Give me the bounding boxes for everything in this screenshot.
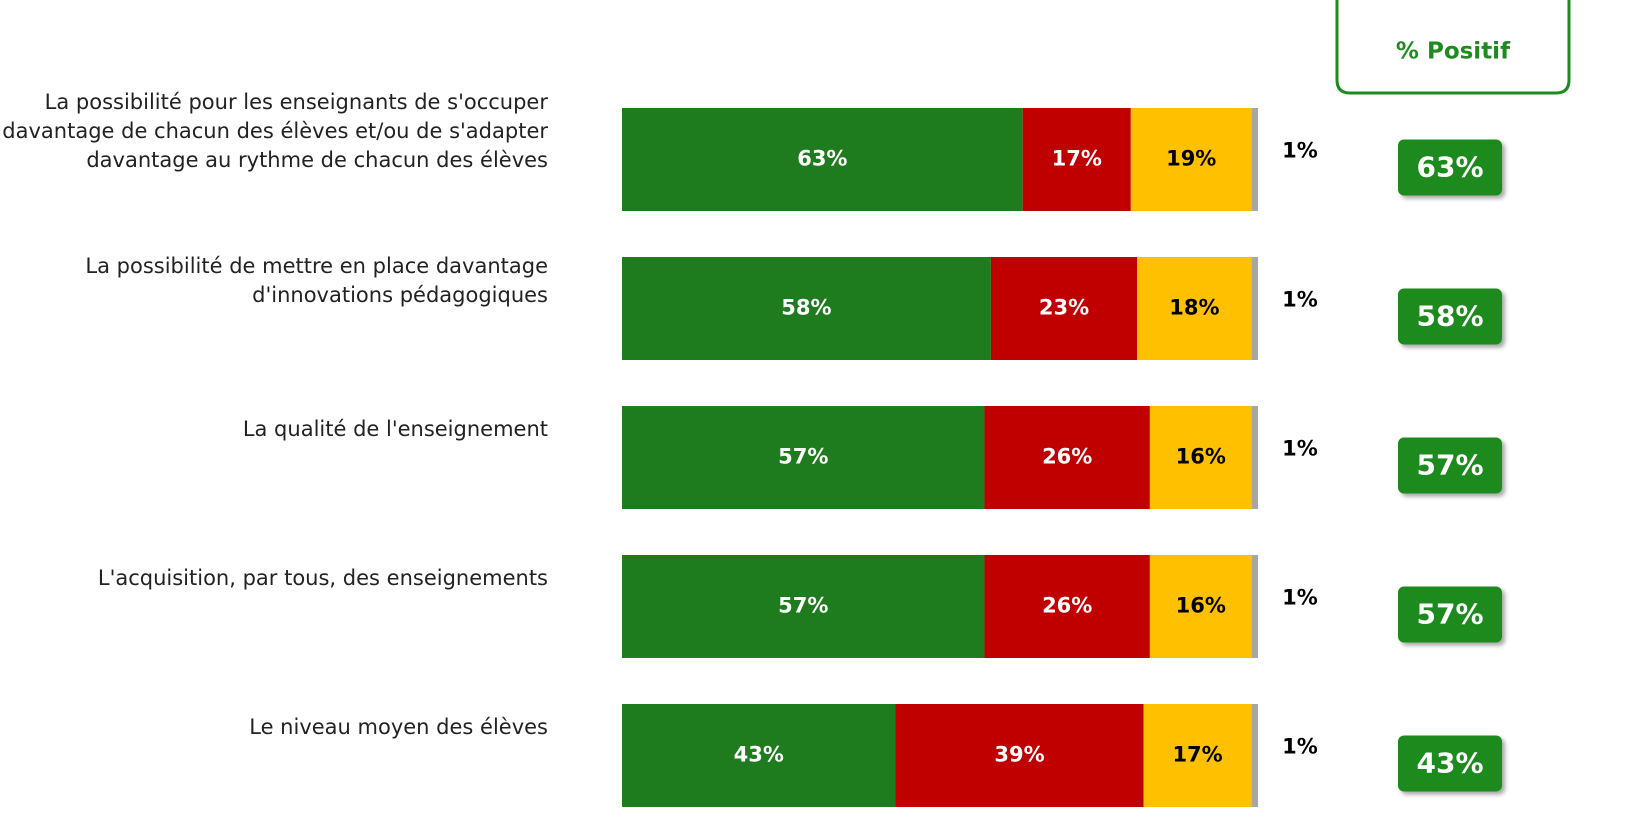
positive-header: % Positif: [1396, 39, 1511, 65]
value-label: 16%: [1176, 445, 1226, 469]
bar-segment: [895, 704, 1144, 807]
value-label: 1%: [1282, 437, 1318, 461]
bar-segment: [1022, 108, 1131, 211]
positive-box: [1398, 437, 1502, 494]
value-label: 57%: [778, 594, 828, 618]
category-label: L'acquisition, par tous, des enseignemen…: [97, 566, 548, 590]
value-label: 63%: [797, 147, 847, 171]
positive-value: 58%: [1416, 300, 1483, 333]
bar-segment: [1149, 406, 1252, 509]
value-label: 18%: [1169, 296, 1219, 320]
bar-segment: [984, 555, 1150, 658]
value-label: 1%: [1282, 735, 1318, 759]
category-label: La possibilité pour les enseignants de s…: [2, 90, 548, 172]
bar-segment: [1130, 108, 1252, 211]
positive-value: 57%: [1416, 598, 1483, 631]
positive-value: 43%: [1416, 747, 1483, 780]
value-label: 57%: [778, 445, 828, 469]
category-label: La possibilité de mettre en place davant…: [85, 253, 548, 307]
bar-segment: [622, 108, 1023, 211]
value-label: 17%: [1172, 743, 1222, 767]
bar-segment: [1251, 406, 1258, 509]
positive-header-box: [1335, 0, 1571, 95]
value-label: 39%: [994, 743, 1044, 767]
bar-segment: [622, 555, 985, 658]
value-label: 19%: [1166, 147, 1216, 171]
bar-segment: [1137, 257, 1252, 360]
bar-segment: [1251, 108, 1258, 211]
value-label: 43%: [734, 743, 784, 767]
bar-segment: [1251, 704, 1258, 807]
positive-box: [1398, 586, 1502, 643]
positive-value: 63%: [1416, 151, 1483, 184]
positive-box: [1398, 288, 1502, 345]
category-label: Le niveau moyen des élèves: [249, 715, 548, 739]
value-label: 58%: [781, 296, 831, 320]
value-label: 1%: [1282, 139, 1318, 163]
bar-segment: [1149, 555, 1252, 658]
value-label: 17%: [1052, 147, 1102, 171]
bar-segment: [1251, 257, 1258, 360]
bar-segment: [622, 406, 985, 509]
value-label: 16%: [1176, 594, 1226, 618]
bar-segment: [990, 257, 1138, 360]
value-label: 1%: [1282, 586, 1318, 610]
positive-box: [1398, 139, 1502, 196]
value-label: 26%: [1042, 594, 1092, 618]
positive-value: 57%: [1416, 449, 1483, 482]
value-label: 26%: [1042, 445, 1092, 469]
value-label: 23%: [1039, 296, 1089, 320]
bar-segment: [622, 704, 896, 807]
bar-segment: [984, 406, 1150, 509]
positive-box: [1398, 735, 1502, 792]
bar-segment: [1251, 555, 1258, 658]
bar-segment: [622, 257, 991, 360]
value-label: 1%: [1282, 288, 1318, 312]
bar-segment: [1143, 704, 1252, 807]
category-label: La qualité de l'enseignement: [242, 417, 548, 441]
